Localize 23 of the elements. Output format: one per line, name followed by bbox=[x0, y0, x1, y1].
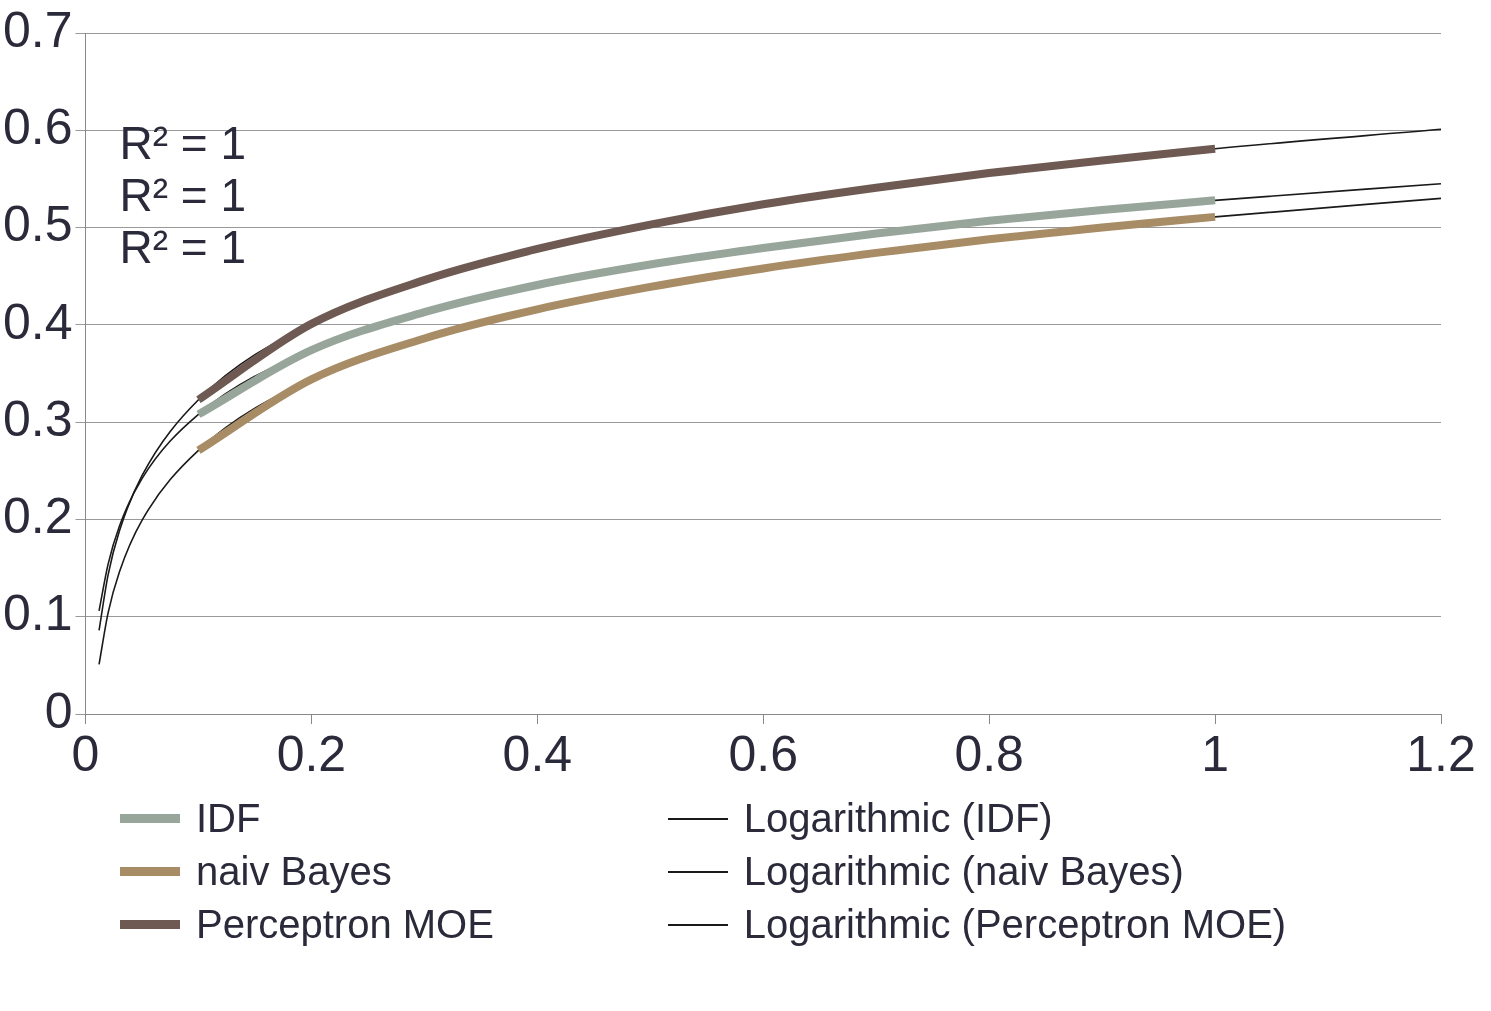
y-tick-label: 0.5 bbox=[2, 196, 73, 253]
x-tick-label: 1 bbox=[1201, 725, 1229, 782]
legend-label: Logarithmic (Perceptron MOE) bbox=[743, 902, 1287, 947]
x-tick-label: 0.6 bbox=[728, 725, 799, 782]
legend-label: Logarithmic (IDF) bbox=[743, 796, 1053, 841]
y-tick-label: 0.7 bbox=[2, 1, 73, 58]
x-tick-label: 1.2 bbox=[1406, 725, 1476, 782]
y-tick-label: 0.1 bbox=[2, 585, 73, 642]
legend-label: Perceptron MOE bbox=[196, 902, 494, 947]
x-tick-label: 0.8 bbox=[954, 725, 1024, 782]
legend-label: naiv Bayes bbox=[196, 849, 392, 894]
legend-label: IDF bbox=[196, 796, 261, 841]
annotation: R² = 1 bbox=[119, 220, 247, 273]
annotation: R² = 1 bbox=[119, 168, 247, 221]
y-tick-label: 0.4 bbox=[2, 293, 73, 350]
y-tick-label: 0.6 bbox=[2, 99, 73, 156]
x-tick-label: 0.4 bbox=[502, 725, 573, 782]
x-tick-label: 0.2 bbox=[276, 725, 347, 782]
annotation: R² = 1 bbox=[119, 116, 247, 169]
legend-label: Logarithmic (naiv Bayes) bbox=[743, 849, 1184, 894]
y-tick-label: 0.3 bbox=[2, 390, 73, 447]
y-tick-label: 0 bbox=[44, 682, 73, 739]
y-tick-label: 0.2 bbox=[2, 488, 73, 545]
